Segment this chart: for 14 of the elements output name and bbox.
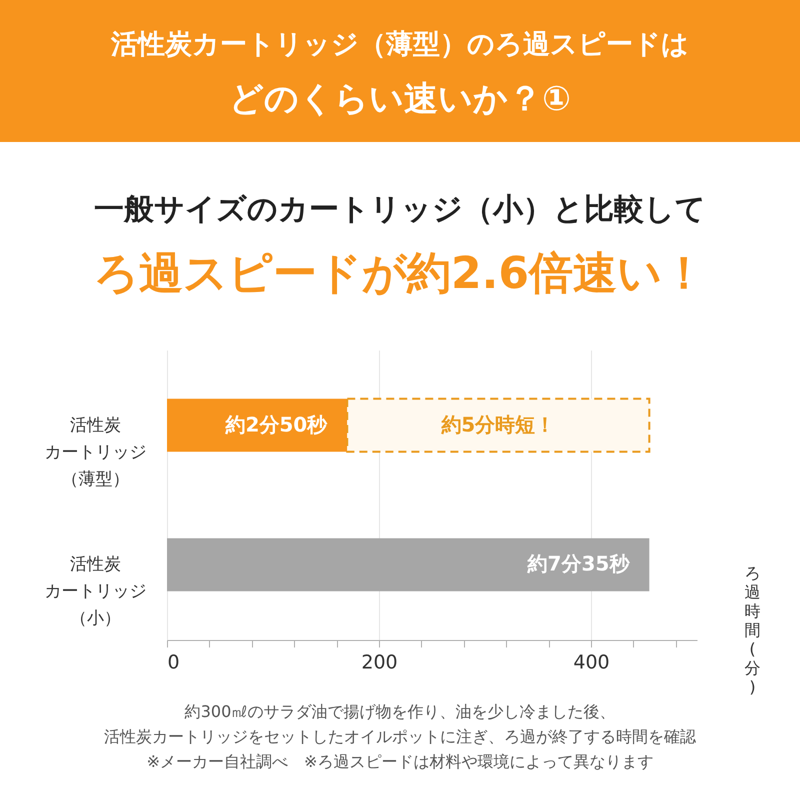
x-tick-label: 400: [573, 652, 610, 674]
data-label: 約2分50秒: [224, 412, 328, 436]
chart-subtitle: 一般サイズのカートリッジ（小）と比較してろ過スピードが約2.6倍速い！: [94, 192, 706, 299]
x-axis-title: ろ過時間(分): [744, 564, 760, 696]
chart-title: 活性炭カートリッジ（薄型）のろ過スピードはどのくらい速いか？①: [110, 29, 689, 119]
text: 約300㎖のサラダ油で揚げ物を作り、油を少し冷ました後、: [184, 702, 616, 721]
x-tick-label: 0: [168, 652, 180, 674]
text: 活性炭カートリッジをセットしたオイルポットに注ぎ、ろ過が終了する時間を確認: [104, 727, 696, 746]
x-tick-label: 200: [361, 652, 398, 674]
y-tick-label: 活性炭カートリッジ（薄型）: [44, 415, 146, 490]
data-label: 約5分時短！: [440, 412, 556, 436]
text: ※メーカー自社調べ ※ろ過スピードは材料や環境によって異なります: [146, 752, 654, 771]
y-tick-label: 活性炭カートリッジ（小）: [44, 554, 146, 629]
data-label: 約7分35秒: [526, 552, 630, 576]
